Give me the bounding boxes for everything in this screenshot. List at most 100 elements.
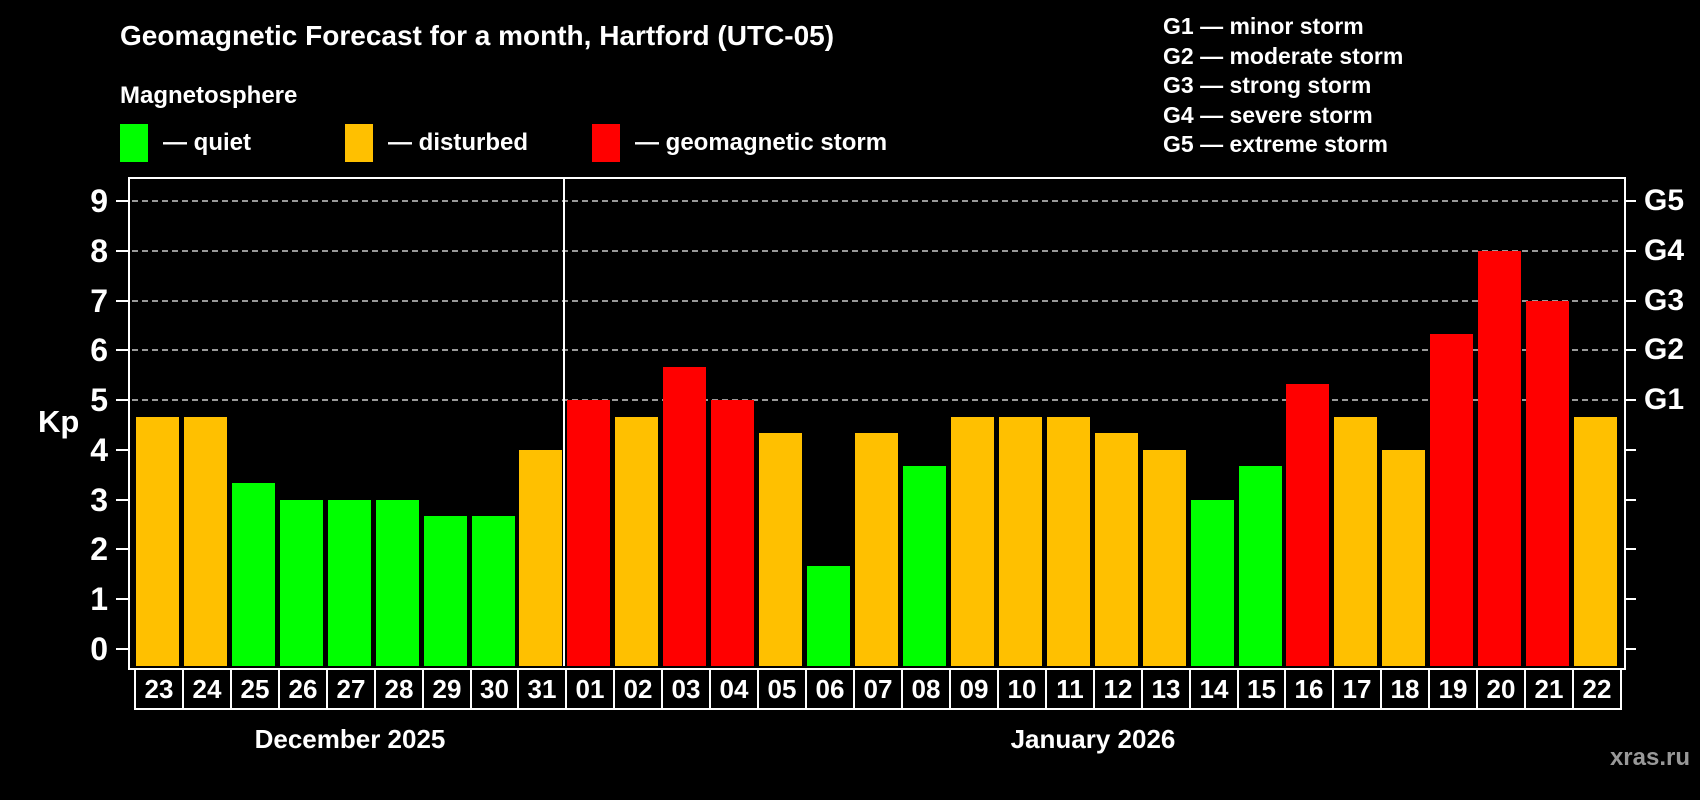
right-axis-tick bbox=[1624, 349, 1636, 352]
month-label-january: January 2026 bbox=[1010, 724, 1176, 754]
g-legend-g5: G5 — extreme storm bbox=[1163, 131, 1388, 157]
date-cell-26: 26 bbox=[278, 668, 328, 710]
kp-bar-jan-02 bbox=[615, 416, 659, 666]
date-cell-19: 19 bbox=[1428, 668, 1478, 710]
date-cell-08: 08 bbox=[901, 668, 951, 710]
date-cell-16: 16 bbox=[1284, 668, 1334, 710]
date-cell-22: 22 bbox=[1572, 668, 1622, 710]
date-cell-20: 20 bbox=[1476, 668, 1526, 710]
quiet-swatch bbox=[120, 124, 148, 162]
kp-bar-dec-24 bbox=[183, 416, 227, 666]
y-tick-label: 7 bbox=[90, 282, 108, 319]
date-cell-15: 15 bbox=[1237, 668, 1286, 710]
gridline-kp-8 bbox=[132, 250, 1618, 253]
left-axis-tick bbox=[116, 299, 128, 302]
kp-bar-jan-11 bbox=[1046, 416, 1090, 666]
date-cell-21: 21 bbox=[1524, 668, 1574, 710]
storm-swatch bbox=[592, 124, 620, 162]
date-cell-06: 06 bbox=[805, 668, 855, 710]
kp-bar-jan-18 bbox=[1382, 449, 1426, 666]
gridline-kp-5 bbox=[132, 399, 1618, 402]
y-tick-label: 1 bbox=[90, 580, 108, 617]
kp-bar-jan-06 bbox=[807, 565, 851, 666]
kp-bar-jan-09 bbox=[950, 416, 994, 666]
y-tick-label: 2 bbox=[90, 531, 108, 568]
g-legend-g1: G1 — minor storm bbox=[1163, 13, 1364, 39]
gridline-kp-7 bbox=[132, 299, 1618, 302]
date-cell-18: 18 bbox=[1380, 668, 1430, 710]
legend-label-disturbed: — disturbed bbox=[388, 129, 529, 156]
page-title: Geomagnetic Forecast for a month, Hartfo… bbox=[120, 20, 835, 51]
legend-label-storm: — geomagnetic storm bbox=[635, 129, 888, 156]
right-axis-tick bbox=[1624, 597, 1636, 600]
legend-label-quiet: — quiet bbox=[163, 129, 251, 156]
y-axis-label: Kp bbox=[38, 404, 80, 439]
right-axis-tick bbox=[1624, 399, 1636, 402]
right-axis-tick bbox=[1624, 448, 1636, 451]
kp-bar-dec-31 bbox=[519, 449, 563, 666]
left-axis-tick bbox=[116, 250, 128, 253]
date-cell-03: 03 bbox=[661, 668, 711, 710]
date-cell-29: 29 bbox=[422, 668, 472, 710]
y-tick-label: 3 bbox=[90, 481, 108, 518]
legend-item-quiet: — quiet bbox=[120, 124, 251, 162]
date-cell-02: 02 bbox=[613, 668, 663, 710]
kp-bar-dec-29 bbox=[423, 515, 467, 666]
left-axis-tick bbox=[116, 597, 128, 600]
date-cell-09: 09 bbox=[949, 668, 999, 710]
kp-bar-dec-27 bbox=[327, 499, 371, 666]
left-axis-tick bbox=[116, 498, 128, 501]
g-axis-label-g1: G1 bbox=[1644, 383, 1685, 417]
date-cell-10: 10 bbox=[997, 668, 1047, 710]
kp-bar-jan-07 bbox=[855, 433, 899, 666]
left-axis-tick bbox=[116, 647, 128, 650]
right-axis-tick bbox=[1624, 498, 1636, 501]
g-axis-label-g5: G5 bbox=[1644, 184, 1685, 218]
date-cell-25: 25 bbox=[230, 668, 280, 710]
kp-bar-jan-21 bbox=[1526, 300, 1570, 666]
right-axis-tick bbox=[1624, 647, 1636, 650]
month-label-december: December 2025 bbox=[254, 724, 446, 754]
y-tick-label: 8 bbox=[90, 233, 108, 270]
date-cell-31: 31 bbox=[517, 668, 567, 710]
kp-bar-jan-14 bbox=[1190, 499, 1234, 666]
kp-bar-dec-30 bbox=[471, 515, 515, 666]
left-axis-tick bbox=[116, 349, 128, 352]
g-legend-g4: G4 — severe storm bbox=[1163, 101, 1373, 128]
kp-bar-jan-13 bbox=[1142, 449, 1186, 666]
kp-bar-jan-12 bbox=[1094, 433, 1138, 666]
left-axis-tick bbox=[116, 548, 128, 551]
g-axis-label-g3: G3 bbox=[1644, 283, 1685, 317]
kp-bar-dec-23 bbox=[136, 416, 179, 666]
kp-bar-dec-25 bbox=[231, 483, 275, 666]
kp-bar-dec-28 bbox=[375, 499, 419, 666]
left-axis-tick bbox=[116, 399, 128, 402]
kp-bar-dec-26 bbox=[279, 499, 323, 666]
kp-bar-jan-05 bbox=[759, 433, 803, 666]
y-tick-label: 0 bbox=[90, 630, 108, 667]
disturbed-swatch bbox=[345, 124, 373, 162]
month-separator bbox=[563, 179, 566, 666]
left-axis-tick bbox=[116, 448, 128, 451]
date-cell-11: 11 bbox=[1045, 668, 1095, 710]
g-axis-label-g2: G2 bbox=[1644, 333, 1685, 367]
legend-item-storm: — geomagnetic storm bbox=[592, 124, 887, 162]
legend-item-disturbed: — disturbed bbox=[345, 124, 528, 162]
date-cell-23: 23 bbox=[134, 668, 184, 710]
right-axis-tick bbox=[1624, 250, 1636, 253]
chart-subtitle: Magnetosphere bbox=[120, 82, 298, 109]
kp-bar-jan-15 bbox=[1238, 466, 1282, 666]
right-axis-tick bbox=[1624, 299, 1636, 302]
date-cell-05: 05 bbox=[757, 668, 807, 710]
date-cell-30: 30 bbox=[470, 668, 519, 710]
kp-bar-jan-03 bbox=[663, 366, 707, 666]
kp-bar-jan-22 bbox=[1574, 416, 1618, 666]
date-cell-24: 24 bbox=[182, 668, 232, 710]
right-axis-tick bbox=[1624, 548, 1636, 551]
y-tick-label: 9 bbox=[90, 183, 108, 220]
kp-bar-jan-19 bbox=[1430, 334, 1474, 666]
watermark: xras.ru bbox=[1609, 744, 1690, 771]
gridline-kp-9 bbox=[132, 200, 1618, 203]
date-cell-28: 28 bbox=[374, 668, 424, 710]
